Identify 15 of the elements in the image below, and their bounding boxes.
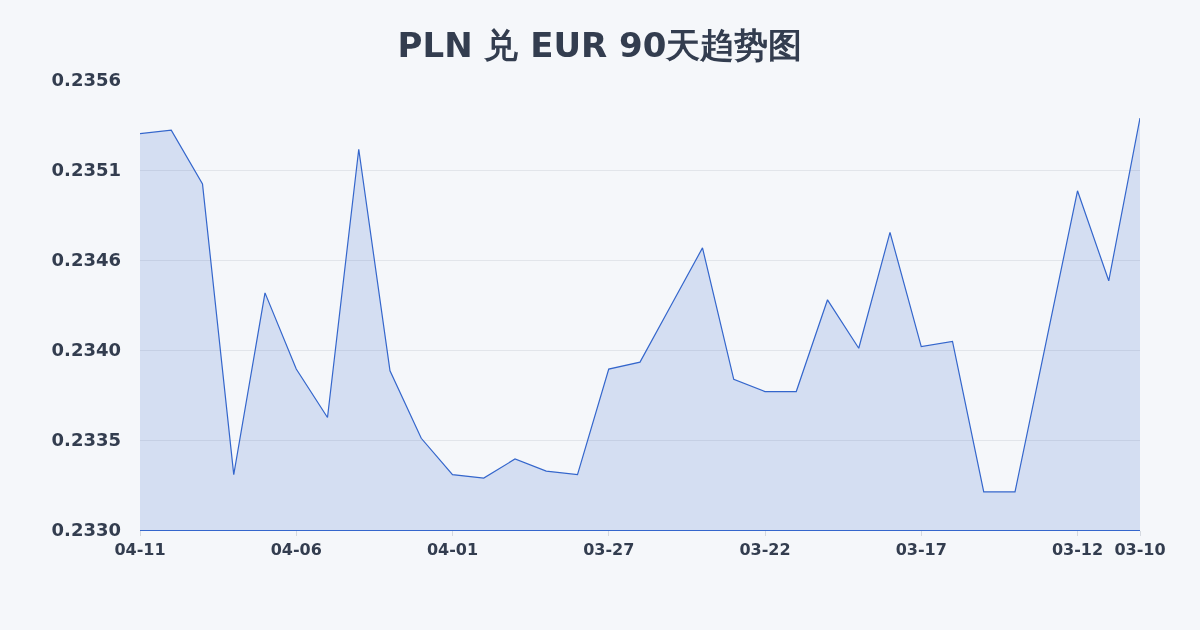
x-tick-label: 03-27	[583, 540, 635, 560]
y-tick-label: 0.2356	[51, 69, 121, 91]
chart-title: PLN 兑 EUR 90天趋势图	[397, 24, 803, 65]
x-tick-label: 04-11	[114, 540, 166, 560]
y-tick-label: 0.2351	[51, 159, 121, 181]
y-tick-label: 0.2340	[51, 339, 121, 361]
x-tick-label: 04-01	[426, 540, 479, 560]
y-tick-label: 0.2335	[51, 429, 121, 451]
x-tick-label: 04-06	[270, 540, 322, 560]
x-tick-label: 03-12	[1051, 540, 1104, 560]
x-tick-label: 03-22	[739, 540, 791, 560]
y-tick-label: 0.2346	[51, 249, 121, 271]
x-tick-label: 03-10	[1114, 540, 1166, 560]
y-tick-label: 0.2330	[51, 519, 121, 541]
x-tick-label: 03-17	[895, 540, 947, 560]
